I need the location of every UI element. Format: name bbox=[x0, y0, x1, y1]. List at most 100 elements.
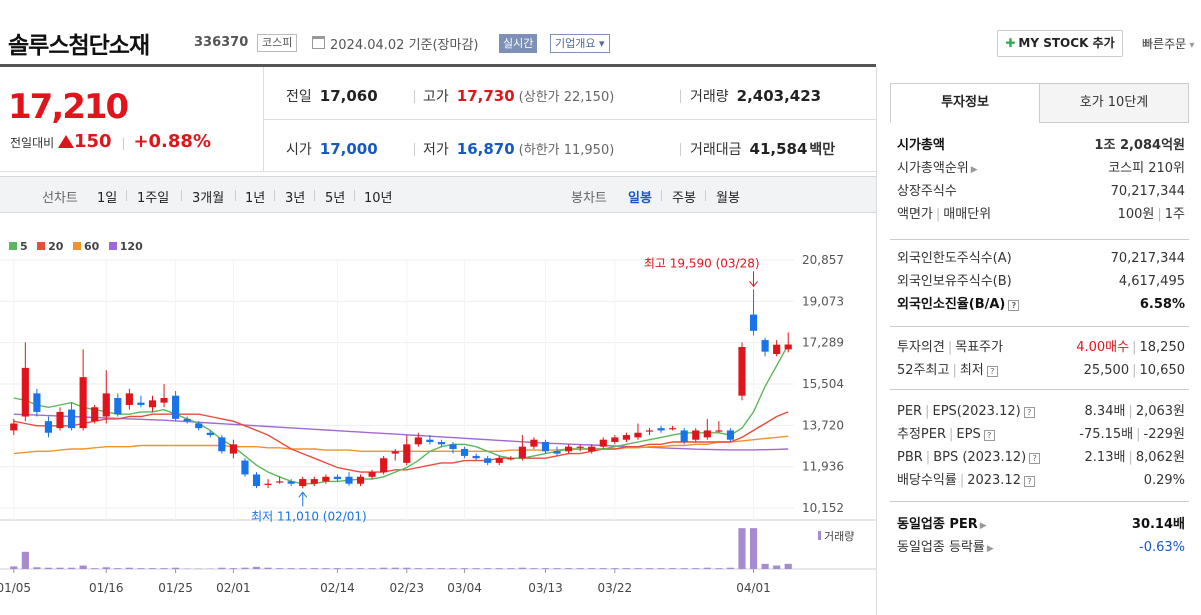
value-part: 100원 bbox=[1117, 207, 1155, 222]
candle-body bbox=[229, 444, 237, 454]
volume-bar bbox=[715, 568, 723, 569]
row-value: 100원 | 1주 bbox=[1118, 203, 1185, 226]
label-part: 배당수익률 bbox=[897, 473, 957, 488]
candle-body bbox=[449, 444, 457, 449]
label-part: 최저 bbox=[959, 363, 984, 378]
candle-body bbox=[218, 437, 226, 452]
x-tick-label: 04/01 bbox=[736, 581, 771, 595]
help-icon[interactable]: ? bbox=[1029, 453, 1041, 464]
candle-body bbox=[599, 439, 607, 447]
company-overview-label: 기업개요 bbox=[555, 37, 596, 50]
candle-body bbox=[299, 479, 307, 487]
volume-bar bbox=[703, 567, 711, 569]
trade-amount-value: 41,584 bbox=[749, 140, 808, 158]
period-10y[interactable]: 10년 bbox=[364, 191, 393, 206]
candle-body bbox=[773, 344, 781, 354]
volume-bar bbox=[680, 568, 688, 569]
volume-bar bbox=[125, 567, 133, 569]
candle-body bbox=[530, 439, 538, 447]
volume-bar bbox=[218, 567, 226, 569]
prev-close-label: 전일 bbox=[286, 89, 312, 105]
divider: | bbox=[1132, 363, 1137, 378]
period-daily[interactable]: 일봉 bbox=[628, 191, 652, 206]
period-1y[interactable]: 1년 bbox=[245, 191, 266, 206]
row-label: 외국인소진율(B/A)? bbox=[897, 293, 1020, 316]
period-3y[interactable]: 3년 bbox=[285, 191, 306, 206]
help-icon[interactable]: ? bbox=[1023, 407, 1035, 418]
candle-body bbox=[79, 377, 87, 429]
quick-order-label: 빠른주문 bbox=[1142, 37, 1187, 51]
valuation-group: PER | EPS(2023.12)? 8.34배 | 2,063원 추정PER | EPS?… bbox=[890, 400, 1189, 492]
tab-order-book[interactable]: 호가 10단계 bbox=[1039, 83, 1189, 123]
period-3m[interactable]: 3개월 bbox=[192, 191, 225, 206]
y-tick-label: 20,857 bbox=[802, 253, 844, 267]
row-value: -0.63% bbox=[1139, 536, 1185, 559]
candle-body bbox=[67, 409, 76, 429]
volume-bar bbox=[310, 568, 318, 569]
x-tick-label: 03/13 bbox=[528, 581, 563, 595]
label-part: 투자의견 bbox=[897, 340, 945, 355]
change-label: 전일대비 bbox=[10, 136, 55, 150]
candle-body bbox=[91, 407, 99, 422]
divider: | bbox=[121, 136, 126, 150]
stock-name: 솔루스첨단소재 bbox=[8, 33, 150, 59]
candle-body bbox=[195, 423, 203, 429]
period-1w[interactable]: 1주일 bbox=[137, 191, 170, 206]
label-part: EPS(2023.12) bbox=[932, 404, 1021, 419]
up-triangle-icon bbox=[58, 135, 74, 148]
company-overview-dropdown[interactable]: 기업개요 ▾ bbox=[550, 34, 610, 53]
period-1d[interactable]: 1일 bbox=[97, 191, 118, 206]
my-stock-add-button[interactable]: ✚ MY STOCK 추가 bbox=[997, 30, 1123, 57]
help-icon[interactable]: ? bbox=[1008, 300, 1020, 311]
info-row: 동일업종 등락률 ▶ -0.63% bbox=[890, 536, 1189, 559]
period-weekly[interactable]: 주봉 bbox=[672, 191, 696, 206]
value-part: 2.13배 bbox=[1084, 450, 1126, 465]
period-5y[interactable]: 5년 bbox=[325, 191, 346, 206]
candle-body bbox=[333, 476, 342, 480]
help-icon[interactable]: ? bbox=[983, 430, 995, 441]
industry-group: 동일업종 PER ▶ 30.14배 동일업종 등락률 ▶ -0.63% bbox=[890, 513, 1189, 559]
chart-canvas: 20,857 19,073 17,289 15,504 13,720 11,936 10,1… bbox=[0, 253, 876, 595]
row-label-link[interactable]: 동일업종 PER ▶ bbox=[897, 513, 987, 538]
volume-bar bbox=[599, 568, 607, 569]
candle-body bbox=[565, 446, 573, 452]
divider: | bbox=[1132, 340, 1137, 355]
candle-body bbox=[252, 474, 261, 487]
candle-body bbox=[437, 442, 446, 445]
row-label: 투자의견 | 목표주가 bbox=[897, 336, 1003, 359]
header-divider bbox=[0, 64, 876, 67]
realtime-button[interactable]: 실시간 bbox=[499, 34, 538, 53]
tab-investment-info[interactable]: 투자정보 bbox=[890, 83, 1040, 123]
row-label-link[interactable]: 시가총액순위 ▶ bbox=[897, 157, 978, 182]
candle-body bbox=[726, 430, 735, 440]
max-arrow-head bbox=[749, 281, 758, 288]
divider bbox=[414, 143, 415, 156]
candle-body bbox=[692, 430, 700, 440]
candle-body bbox=[322, 476, 330, 482]
volume-bar bbox=[10, 566, 18, 569]
volume-bar bbox=[657, 568, 665, 569]
stock-chart[interactable]: 5 20 60 120 20,857 19,073 17,289 15,504 13,7… bbox=[0, 214, 876, 615]
ma-line bbox=[13, 435, 789, 455]
volume-bar bbox=[495, 568, 503, 569]
quick-order-button[interactable]: 빠른주문 ▾ bbox=[1142, 35, 1194, 52]
min-arrow-head bbox=[298, 491, 308, 498]
row-label: PBR | BPS (2023.12)? bbox=[897, 446, 1041, 469]
row-value: 1조 2,084억원 bbox=[1094, 138, 1185, 153]
candle-body bbox=[703, 430, 711, 438]
legend-swatch bbox=[37, 242, 46, 250]
candle-body bbox=[622, 435, 630, 440]
candle-body bbox=[44, 421, 53, 433]
legend-ma20: 20 bbox=[37, 240, 63, 253]
volume-bar bbox=[460, 568, 469, 569]
stock-code: 336370 bbox=[194, 35, 249, 50]
info-row: 배당수익률 | 2023.12? 0.29% bbox=[890, 469, 1189, 492]
volume-bar bbox=[437, 568, 446, 569]
x-tick-label: 02/23 bbox=[389, 581, 424, 595]
label-part: 매매단위 bbox=[943, 207, 992, 222]
help-icon[interactable]: ? bbox=[1023, 476, 1035, 487]
help-icon[interactable]: ? bbox=[986, 366, 998, 377]
row-value: 70,217,344 bbox=[1110, 251, 1185, 266]
period-monthly[interactable]: 월봉 bbox=[716, 191, 740, 206]
row-label-link[interactable]: 동일업종 등락률 ▶ bbox=[897, 536, 994, 561]
